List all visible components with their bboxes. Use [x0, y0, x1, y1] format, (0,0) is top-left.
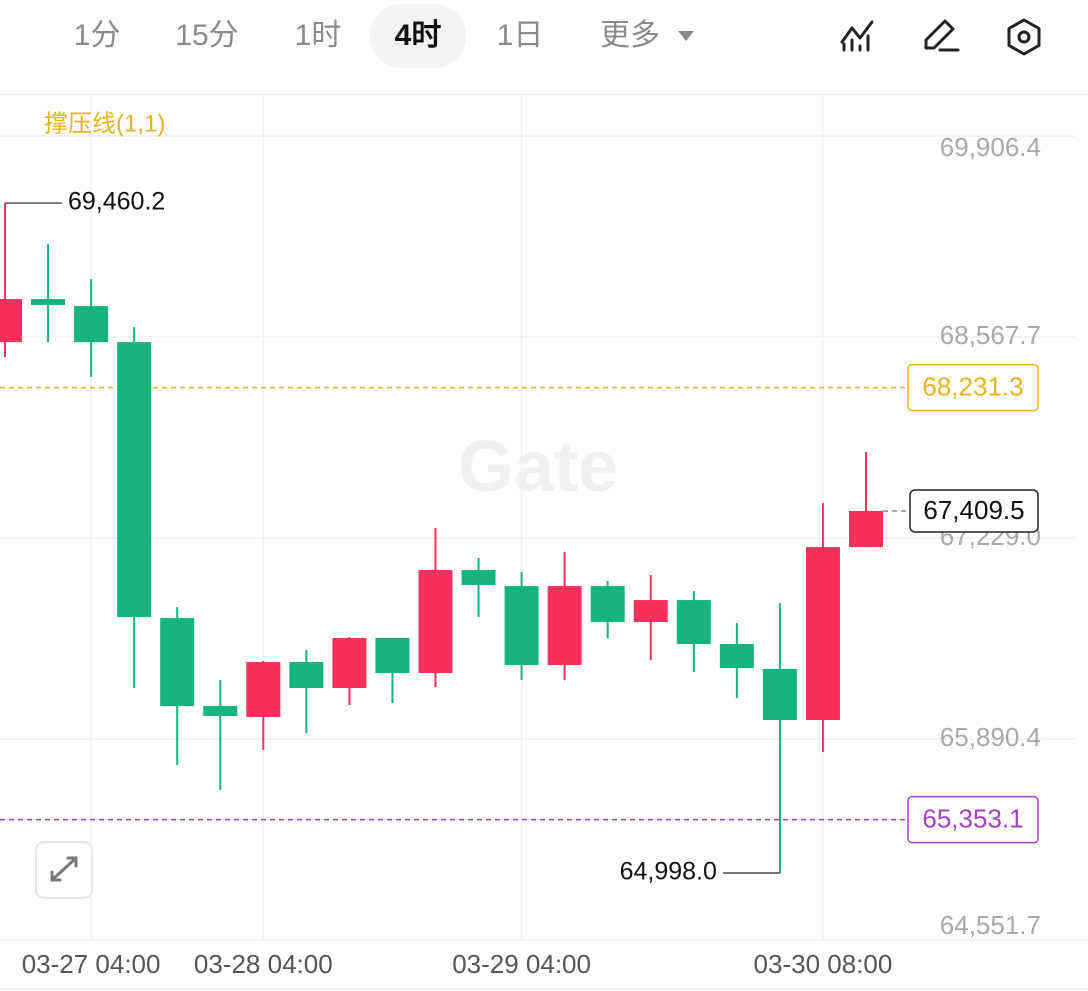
- candle-body: [849, 510, 883, 548]
- price-line-label: 65,353.1: [922, 804, 1023, 834]
- indicator-button[interactable]: [840, 20, 874, 52]
- interval-button[interactable]: 1分: [74, 19, 121, 52]
- candle-body: [418, 570, 453, 674]
- y-tick-label: 68,567.7: [940, 320, 1041, 350]
- candle-body: [203, 706, 238, 716]
- candle-body: [590, 586, 625, 622]
- candle-body: [676, 600, 711, 645]
- candle-body: [633, 600, 668, 622]
- interval-button[interactable]: 1日: [497, 19, 544, 52]
- candle-body: [375, 638, 410, 674]
- candle-body: [762, 668, 797, 721]
- interval-button[interactable]: 15分: [175, 19, 238, 52]
- last-price-label: 67,409.5: [923, 495, 1024, 525]
- candle-body: [504, 586, 539, 666]
- interval-button[interactable]: 1时: [295, 19, 342, 52]
- extreme-label: 64,998.0: [620, 858, 717, 886]
- interval-button[interactable]: 4时: [395, 19, 442, 52]
- price-line-box: [907, 363, 1039, 412]
- candle-body: [31, 299, 66, 306]
- candle-body: [74, 306, 109, 343]
- x-tick-label: 03-28 04:00: [194, 949, 333, 979]
- candle-body: [160, 618, 195, 707]
- last-price-box: [909, 489, 1039, 533]
- candle-body: [0, 299, 22, 343]
- active-interval-bg: [370, 4, 466, 68]
- extreme-label: 69,460.2: [68, 188, 165, 216]
- x-tick-label: 03-29 04:00: [452, 949, 591, 979]
- x-tick-label: 03-30 08:00: [754, 949, 893, 979]
- candle-body: [246, 662, 281, 718]
- settings-button[interactable]: [1007, 18, 1041, 56]
- candle-body: [805, 547, 840, 721]
- candle-body: [719, 644, 754, 669]
- x-tick-label: 03-27 04:00: [22, 949, 161, 979]
- more-caret: [678, 31, 694, 41]
- indicator-label: 撑压线(1,1): [44, 110, 165, 137]
- y-tick-label: 64,551.7: [940, 910, 1041, 940]
- candle-body: [547, 586, 582, 666]
- price-line-box: [907, 795, 1039, 844]
- price-line-label: 68,231.3: [922, 371, 1023, 401]
- toolbar-icons: [840, 18, 1041, 56]
- draw-button[interactable]: [924, 19, 960, 52]
- interval-button[interactable]: 更多: [600, 19, 660, 52]
- expand-button[interactable]: [35, 841, 93, 899]
- candle-body: [289, 662, 324, 689]
- candle-body: [332, 638, 367, 689]
- y-tick-label: 69,906.4: [940, 132, 1041, 162]
- y-tick-label: 65,890.4: [940, 722, 1041, 752]
- candle-body: [461, 570, 496, 586]
- candle-body: [117, 342, 152, 618]
- watermark: Gate: [458, 427, 618, 507]
